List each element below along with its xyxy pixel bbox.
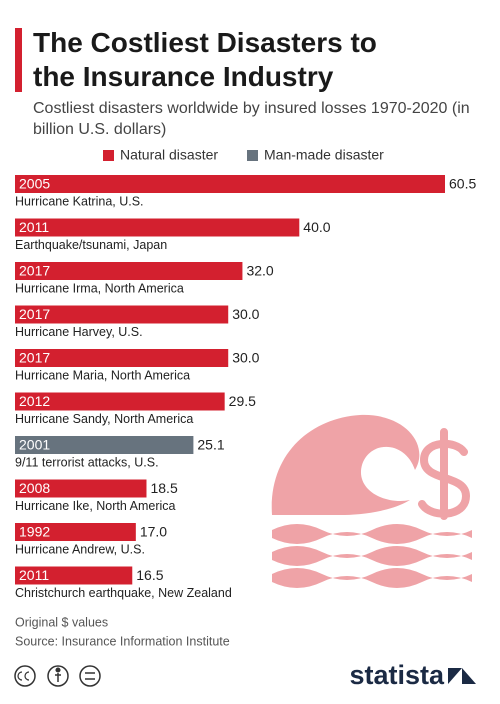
legend-swatch: [247, 150, 258, 161]
year-label: 2017: [19, 350, 50, 366]
category-label: Earthquake/tsunami, Japan: [15, 238, 167, 252]
illustration: [271, 414, 472, 588]
year-label: 2008: [19, 480, 50, 496]
bar: [15, 523, 136, 541]
category-label: Hurricane Maria, North America: [15, 368, 190, 382]
note: Original $ values: [15, 615, 108, 629]
year-label: 2012: [19, 393, 50, 409]
value-label: 40.0: [303, 219, 330, 235]
brand-mark: [448, 668, 476, 684]
value-label: 30.0: [232, 306, 259, 322]
value-label: 29.5: [229, 393, 256, 409]
chart-title: The Costliest Disasters to the Insurance…: [33, 27, 377, 92]
category-label: Hurricane Sandy, North America: [15, 412, 193, 426]
value-label: 18.5: [150, 480, 177, 496]
bar: [15, 175, 445, 193]
value-label: 16.5: [136, 567, 163, 583]
year-label: 2005: [19, 176, 50, 192]
bar: [15, 479, 147, 498]
year-label: 2017: [19, 306, 50, 322]
legend-label: Man-made disaster: [264, 147, 384, 163]
year-label: 2011: [19, 219, 49, 235]
value-label: 25.1: [197, 437, 224, 453]
bar: [15, 218, 300, 237]
category-label: Hurricane Irma, North America: [15, 281, 184, 295]
category-label: Hurricane Andrew, U.S.: [15, 542, 145, 556]
value-label: 60.5: [449, 176, 476, 192]
year-label: 2017: [19, 263, 50, 279]
bar: [15, 392, 225, 411]
bar: [15, 262, 243, 280]
category-label: Christchurch earthquake, New Zealand: [15, 586, 232, 600]
year-label: 1992: [19, 524, 50, 540]
source: Source: Insurance Information Institute: [15, 634, 230, 648]
category-label: 9/11 terrorist attacks, U.S.: [15, 455, 159, 469]
category-label: Hurricane Katrina, U.S.: [15, 194, 144, 208]
license-icons: [14, 665, 101, 687]
legend-swatch: [103, 150, 114, 161]
bar: [15, 436, 194, 454]
bar: [15, 566, 133, 585]
bar: [15, 305, 229, 324]
value-label: 30.0: [232, 350, 259, 366]
title-accent: [15, 28, 22, 92]
chart-subtitle: Costliest disasters worldwide by insured…: [33, 100, 470, 138]
value-label: 32.0: [246, 263, 273, 279]
category-label: Hurricane Ike, North America: [15, 499, 176, 513]
category-label: Hurricane Harvey, U.S.: [15, 325, 143, 339]
value-label: 17.0: [140, 524, 167, 540]
legend-label: Natural disaster: [120, 147, 218, 163]
bar: [15, 349, 229, 367]
year-label: 2001: [19, 437, 50, 453]
brand: statista: [349, 660, 445, 690]
year-label: 2011: [19, 567, 49, 583]
